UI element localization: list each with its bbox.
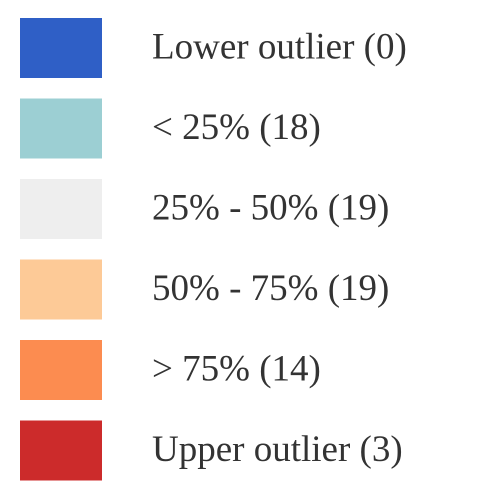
legend-label: > 75% (14) — [152, 348, 321, 389]
legend-swatch — [20, 18, 102, 78]
legend-label: Upper outlier (3) — [152, 429, 403, 470]
legend-label: 50% - 75% (19) — [152, 268, 389, 309]
legend-swatch — [20, 98, 102, 159]
legend-swatch — [20, 179, 102, 239]
legend-label: Lower outlier (0) — [152, 26, 407, 67]
legend-swatch — [20, 340, 102, 400]
legend-swatch — [20, 420, 102, 481]
legend-swatch — [20, 259, 102, 320]
legend-label: 25% - 50% (19) — [152, 187, 389, 228]
legend-label: < 25% (18) — [152, 107, 321, 148]
